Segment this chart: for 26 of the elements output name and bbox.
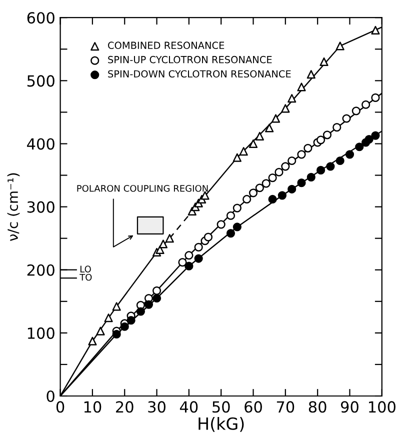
- legend-label: COMBINED RESONANCE: [108, 42, 224, 50]
- y-tick-label: 100: [28, 327, 54, 339]
- x-axis-title: H(kG): [198, 417, 244, 432]
- y-tick-label: 400: [27, 138, 54, 150]
- x-tick-label: 100: [368, 401, 396, 413]
- x-tick-label: 50: [212, 401, 230, 413]
- legend-label: SPIN-DOWN CYCLOTRON RESONANCE: [108, 70, 291, 78]
- y-tick-label: 200: [27, 264, 54, 276]
- y-axis-title: ν/c (cm⁻¹): [7, 173, 20, 241]
- x-tick-label: 40: [180, 401, 198, 413]
- band-label: POLARON COUPLING REGION: [77, 184, 208, 192]
- x-tick-label: 70: [276, 401, 294, 413]
- y-tick-label: 300: [27, 201, 54, 213]
- ref-line-label: TO: [80, 274, 92, 281]
- legend-label: SPIN-UP CYCLOTRON RESONANCE: [108, 56, 272, 64]
- y-tick-label: 600: [27, 12, 54, 24]
- x-tick-label: 10: [84, 401, 102, 413]
- y-tick-label: 500: [27, 75, 54, 87]
- x-tick-label: 0: [56, 401, 64, 413]
- x-tick-label: 80: [308, 401, 326, 413]
- y-tick-label: 0: [46, 390, 54, 402]
- x-tick-label: 90: [340, 401, 358, 413]
- x-tick-label: 20: [116, 401, 134, 413]
- x-tick-label: 60: [244, 401, 262, 413]
- ref-line-label: LO: [80, 266, 91, 272]
- x-tick-label: 30: [148, 401, 166, 413]
